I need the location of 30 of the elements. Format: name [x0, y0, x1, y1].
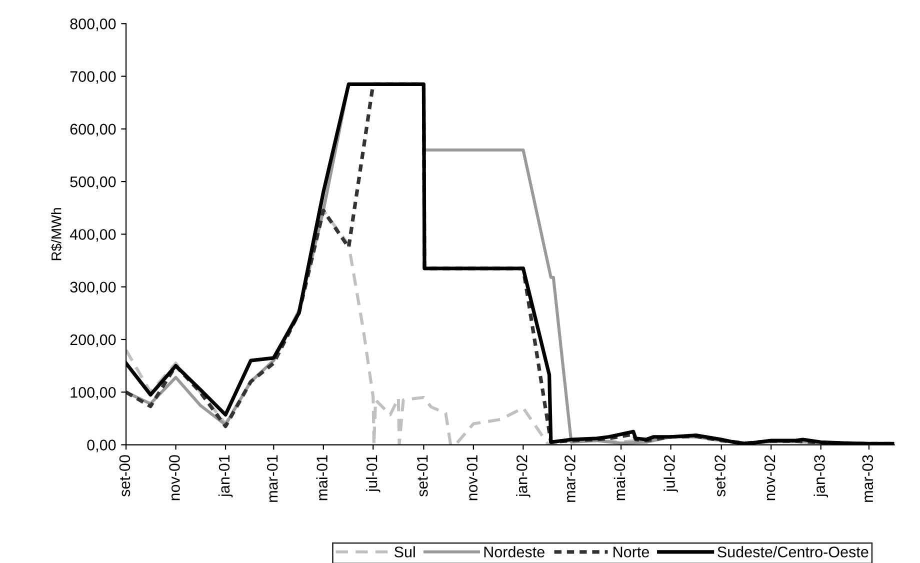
legend-label: Sudeste/Centro-Oeste [718, 546, 868, 558]
x-tick-label: jan-03 [814, 455, 828, 498]
y-tick-label: 300,00 [70, 282, 116, 294]
x-tick-label: mar-03 [862, 455, 874, 502]
x-tick-label: set-01 [416, 455, 428, 497]
y-tick-label: 0,00 [87, 440, 116, 452]
x-tick-label: jul-02 [664, 455, 678, 492]
x-tick-label: mar-01 [266, 455, 278, 502]
legend-label: Norte [614, 546, 649, 558]
x-tick-label: jan-01 [218, 455, 233, 498]
y-axis-title: R$/MWh [50, 208, 62, 260]
y-tick-label: 800,00 [70, 18, 116, 32]
x-tick-label: nov-00 [169, 455, 180, 500]
x-tick-label: set-02 [714, 455, 726, 497]
x-tick-label: nov-02 [764, 455, 776, 500]
x-tick-label: mai-02 [614, 455, 626, 500]
legend-label: Nordeste [484, 546, 544, 558]
x-tick-label: mar-02 [564, 455, 576, 502]
y-tick-label: 700,00 [70, 71, 116, 84]
x-tick-label: nov-01 [466, 455, 478, 500]
legend-label: Sul [394, 546, 415, 558]
y-tick-label: 400,00 [70, 229, 116, 242]
x-tick-label: jan-02 [516, 455, 530, 498]
y-tick-label: 100,00 [70, 386, 116, 400]
x-tick-label: set-00 [119, 455, 130, 497]
x-tick-label: mai-01 [316, 455, 328, 500]
y-tick-label: 500,00 [70, 176, 116, 190]
y-tick-label: 600,00 [70, 124, 116, 136]
x-tick-label: jul-01 [366, 455, 380, 492]
y-tick-label: 200,00 [70, 334, 116, 347]
